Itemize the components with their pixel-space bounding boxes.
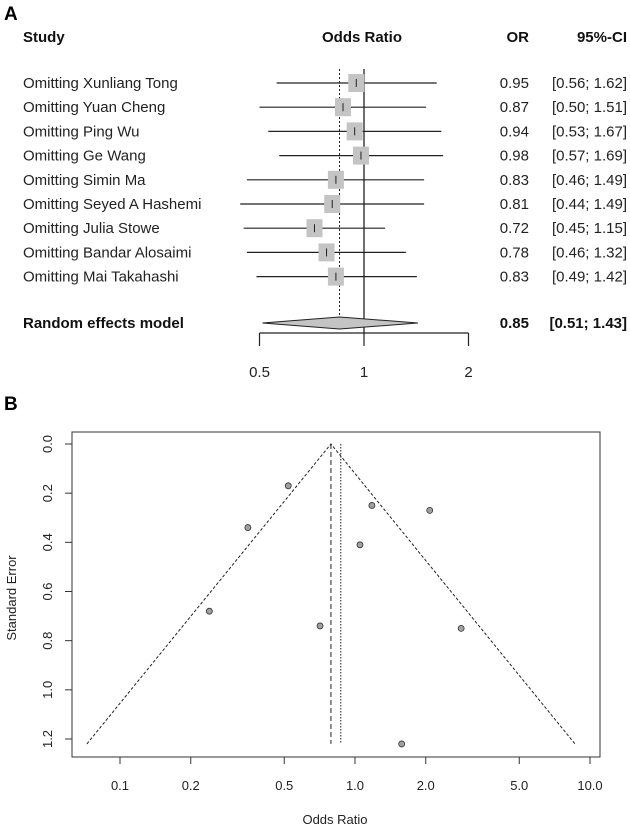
x-tick-label: 0.5	[275, 778, 293, 793]
pooled-or: 0.85	[500, 315, 529, 332]
or-value: 0.78	[500, 244, 529, 261]
study-point	[205, 607, 213, 615]
or-value: 0.94	[500, 123, 529, 140]
panel-label-a: A	[4, 4, 18, 25]
or-value: 0.83	[500, 172, 529, 189]
study-label: Omitting Xunliang Tong	[23, 75, 178, 92]
ci-value: [0.56; 1.62]	[552, 75, 627, 92]
study-point	[316, 622, 324, 630]
or-value: 0.72	[500, 220, 529, 237]
y-tick-label: 0.6	[40, 582, 55, 600]
x-tick-label: 1	[360, 364, 368, 381]
panel-label-b: B	[4, 394, 18, 415]
header-or: OR	[507, 29, 530, 46]
study-point	[368, 502, 376, 509]
or-value: 0.98	[500, 148, 529, 165]
or-value: 0.81	[500, 196, 529, 213]
y-axis-label: Standard Error	[4, 555, 19, 641]
plot-frame	[71, 431, 601, 758]
study-label: Omitting Bandar Alosaimi	[23, 244, 191, 261]
header-odds-ratio: Odds Ratio	[322, 29, 402, 46]
pooled-diamond	[262, 316, 418, 330]
study-label: Omitting Ping Wu	[23, 123, 139, 140]
x-tick-label: 1.0	[346, 778, 364, 793]
x-axis-label: Odds Ratio	[302, 812, 367, 827]
study-point	[457, 624, 465, 632]
study-label: Omitting Yuan Cheng	[23, 99, 165, 116]
y-tick-label: 1.0	[40, 681, 55, 699]
ci-value: [0.46; 1.32]	[552, 244, 627, 261]
ci-value: [0.46; 1.49]	[552, 172, 627, 189]
ci-value: [0.53; 1.67]	[552, 123, 627, 140]
y-tick-label: 0.8	[40, 632, 55, 650]
study-point	[244, 524, 252, 531]
study-label: Omitting Mai Takahashi	[23, 269, 179, 286]
x-tick-label: 0.1	[111, 778, 129, 793]
study-point	[356, 541, 364, 549]
study-label: Omitting Seyed A Hashemi	[23, 196, 201, 213]
y-tick-label: 0.0	[40, 435, 55, 453]
ci-value: [0.50; 1.51]	[552, 99, 627, 116]
header-ci: 95%-CI	[577, 29, 627, 46]
or-value: 0.87	[500, 99, 529, 116]
forest-plot: Omitting Xunliang Tong 0.95 [0.56; 1.62] Om…	[23, 69, 627, 381]
y-tick-label: 0.2	[40, 484, 55, 502]
y-tick-label: 0.4	[40, 533, 55, 551]
study-label: Omitting Ge Wang	[23, 148, 146, 165]
study-label: Omitting Simin Ma	[23, 172, 146, 189]
funnel-plot: 0.1 0.2 0.5 1.0 2.0 5.0 10.0 0.0 0.2 0.4 0.6 0.8 1.0…	[40, 431, 603, 793]
x-tick-label: 2	[464, 364, 472, 381]
ci-value: [0.44; 1.49]	[552, 196, 627, 213]
study-label: Omitting Julia Stowe	[23, 220, 160, 237]
pooled-ci: [0.51; 1.43]	[549, 315, 627, 332]
or-value: 0.83	[500, 269, 529, 286]
study-point	[426, 506, 434, 514]
x-tick-label: 0.2	[182, 778, 200, 793]
pooled-label: Random effects model	[23, 315, 184, 332]
ci-value: [0.57; 1.69]	[552, 148, 627, 165]
x-tick-label: 5.0	[510, 778, 528, 793]
y-tick-label: 1.2	[40, 730, 55, 748]
ci-value: [0.49; 1.42]	[552, 269, 627, 286]
x-tick-label: 0.5	[249, 364, 270, 381]
x-tick-label: 2.0	[417, 778, 435, 793]
x-tick-label: 10.0	[577, 778, 602, 793]
ci-value: [0.45; 1.15]	[552, 220, 627, 237]
header-study: Study	[23, 29, 65, 46]
study-point	[398, 740, 406, 748]
or-value: 0.95	[500, 75, 529, 92]
study-point	[284, 482, 292, 490]
